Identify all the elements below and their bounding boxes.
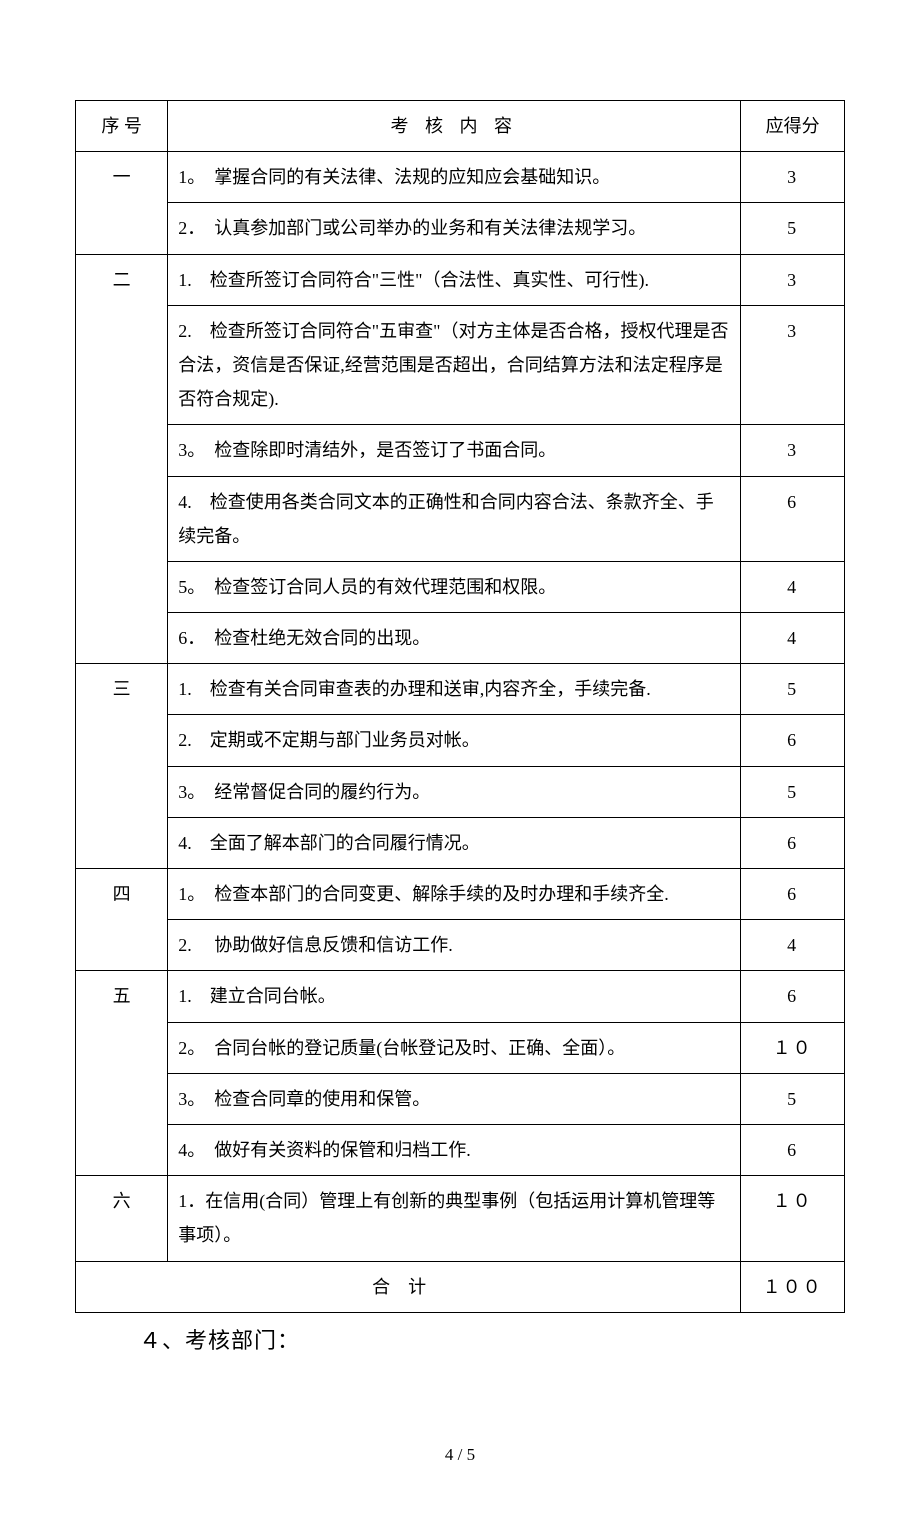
table-row: 一 1。 掌握合同的有关法律、法规的应知应会基础知识。 3	[76, 152, 845, 203]
content-cell: 3。 检查除即时清结外，是否签订了书面合同。	[168, 425, 741, 476]
score-cell: 6	[741, 1124, 845, 1175]
score-cell: １０	[741, 1176, 845, 1261]
table-row: 四 1。 检查本部门的合同变更、解除手续的及时办理和手续齐全. 6	[76, 869, 845, 920]
table-row: 三 1. 检查有关合同审查表的办理和送审,内容齐全，手续完备. 5	[76, 664, 845, 715]
content-cell: 1．在信用(合同）管理上有创新的典型事例（包括运用计算机管理等事项）。	[168, 1176, 741, 1261]
content-cell: 5。 检查签订合同人员的有效代理范围和权限。	[168, 561, 741, 612]
total-score: １００	[741, 1261, 845, 1312]
score-cell: 4	[741, 920, 845, 971]
page-number: 4 / 5	[75, 1445, 845, 1465]
score-cell: 6	[741, 869, 845, 920]
score-cell: 5	[741, 1073, 845, 1124]
header-seq: 序 号	[76, 101, 168, 152]
table-row: 4。 做好有关资料的保管和归档工作. 6	[76, 1124, 845, 1175]
table-row: 2. 定期或不定期与部门业务员对帐。 6	[76, 715, 845, 766]
score-cell: 3	[741, 305, 845, 425]
content-cell: 2。 合同台帐的登记质量(台帐登记及时、正确、全面）。	[168, 1022, 741, 1073]
content-cell: 2. 检查所签订合同符合"五审查"（对方主体是否合格，授权代理是否合法，资信是否…	[168, 305, 741, 425]
content-cell: 3。 经常督促合同的履约行为。	[168, 766, 741, 817]
content-cell: 1. 检查有关合同审查表的办理和送审,内容齐全，手续完备.	[168, 664, 741, 715]
score-cell: 4	[741, 561, 845, 612]
score-cell: 6	[741, 971, 845, 1022]
table-row: 2. 协助做好信息反馈和信访工作. 4	[76, 920, 845, 971]
content-cell: 1。 检查本部门的合同变更、解除手续的及时办理和手续齐全.	[168, 869, 741, 920]
content-cell: 4。 做好有关资料的保管和归档工作.	[168, 1124, 741, 1175]
header-content: 考 核 内 容	[168, 101, 741, 152]
section-cell: 六	[76, 1176, 168, 1261]
table-row: 二 1. 检查所签订合同符合"三性"（合法性、真实性、可行性). 3	[76, 254, 845, 305]
table-row: 3。 检查合同章的使用和保管。 5	[76, 1073, 845, 1124]
table-header-row: 序 号 考 核 内 容 应得分	[76, 101, 845, 152]
content-cell: 1. 检查所签订合同符合"三性"（合法性、真实性、可行性).	[168, 254, 741, 305]
score-cell: 3	[741, 254, 845, 305]
table-row: 3。 检查除即时清结外，是否签订了书面合同。 3	[76, 425, 845, 476]
document-page: 序 号 考 核 内 容 应得分 一 1。 掌握合同的有关法律、法规的应知应会基础…	[0, 0, 920, 1525]
content-cell: 1. 建立合同台帐。	[168, 971, 741, 1022]
score-cell: 6	[741, 715, 845, 766]
table-row: 4. 全面了解本部门的合同履行情况。 6	[76, 817, 845, 868]
score-cell: 5	[741, 203, 845, 254]
content-cell: 1。 掌握合同的有关法律、法规的应知应会基础知识。	[168, 152, 741, 203]
total-label: 合计	[76, 1261, 741, 1312]
score-cell: 3	[741, 152, 845, 203]
content-cell: 4. 检查使用各类合同文本的正确性和合同内容合法、条款齐全、手续完备。	[168, 476, 741, 561]
table-row: 五 1. 建立合同台帐。 6	[76, 971, 845, 1022]
table-row: 3。 经常督促合同的履约行为。 5	[76, 766, 845, 817]
score-cell: 6	[741, 476, 845, 561]
score-cell: 5	[741, 664, 845, 715]
score-cell: 6	[741, 817, 845, 868]
content-cell: 2． 认真参加部门或公司举办的业务和有关法律法规学习。	[168, 203, 741, 254]
content-cell: 4. 全面了解本部门的合同履行情况。	[168, 817, 741, 868]
score-cell: 5	[741, 766, 845, 817]
section-heading: ４、考核部门：	[75, 1323, 845, 1355]
table-row: 2. 检查所签订合同符合"五审查"（对方主体是否合格，授权代理是否合法，资信是否…	[76, 305, 845, 425]
content-cell: 2. 协助做好信息反馈和信访工作.	[168, 920, 741, 971]
section-cell: 三	[76, 664, 168, 869]
content-cell: 6． 检查杜绝无效合同的出现。	[168, 613, 741, 664]
content-cell: 2. 定期或不定期与部门业务员对帐。	[168, 715, 741, 766]
table-footer-row: 合计 １００	[76, 1261, 845, 1312]
content-cell: 3。 检查合同章的使用和保管。	[168, 1073, 741, 1124]
score-cell: 3	[741, 425, 845, 476]
header-score: 应得分	[741, 101, 845, 152]
table-row: 6． 检查杜绝无效合同的出现。 4	[76, 613, 845, 664]
section-cell: 一	[76, 152, 168, 254]
score-cell: 4	[741, 613, 845, 664]
score-cell: １０	[741, 1022, 845, 1073]
assessment-table: 序 号 考 核 内 容 应得分 一 1。 掌握合同的有关法律、法规的应知应会基础…	[75, 100, 845, 1313]
section-cell: 五	[76, 971, 168, 1176]
table-row: 六 1．在信用(合同）管理上有创新的典型事例（包括运用计算机管理等事项）。 １０	[76, 1176, 845, 1261]
table-row: 2． 认真参加部门或公司举办的业务和有关法律法规学习。 5	[76, 203, 845, 254]
section-cell: 四	[76, 869, 168, 971]
table-row: 5。 检查签订合同人员的有效代理范围和权限。 4	[76, 561, 845, 612]
table-row: 4. 检查使用各类合同文本的正确性和合同内容合法、条款齐全、手续完备。 6	[76, 476, 845, 561]
table-row: 2。 合同台帐的登记质量(台帐登记及时、正确、全面）。 １０	[76, 1022, 845, 1073]
section-cell: 二	[76, 254, 168, 664]
